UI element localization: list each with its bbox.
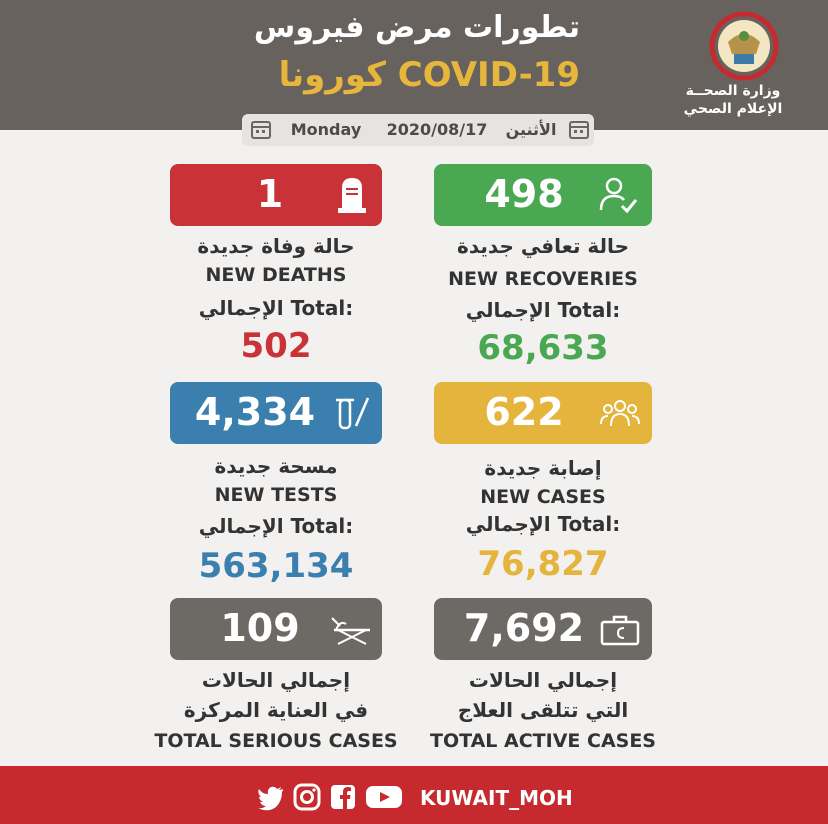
deaths-total-label: الإجمالي Total: (198, 296, 354, 320)
ministry-line2: الإعلام الصحي (683, 101, 783, 117)
medical-bag-icon (600, 615, 640, 646)
new-deaths-value: 1 (256, 172, 284, 216)
test-swab-icon (336, 397, 370, 430)
date-band (242, 114, 594, 146)
ministry-name: وزارة الصحــة الإعلام الصحي (668, 82, 798, 118)
new-deaths-box: 1 (170, 164, 382, 226)
header-banner (0, 0, 828, 130)
footer-bar (0, 766, 828, 824)
new-cases-label-ar: إصابة جديدة (484, 456, 602, 480)
new-recoveries-value: 498 (484, 172, 564, 216)
deaths-total-value: 502 (240, 326, 312, 366)
new-tests-label-en: NEW TESTS (214, 484, 338, 506)
active-label-ar-1: إجمالي الحالات (468, 668, 618, 692)
serious-label-en: TOTAL SERIOUS CASES (154, 730, 398, 752)
new-recoveries-label-ar: حالة تعافي جديدة (457, 234, 629, 258)
cases-total-label: الإجمالي Total: (465, 512, 621, 536)
recoveries-total-value: 68,633 (477, 328, 609, 368)
new-recoveries-box: 498 (434, 164, 652, 226)
new-deaths-label-en: NEW DEATHS (205, 264, 347, 286)
tombstone-icon (338, 178, 366, 213)
people-group-icon (600, 400, 640, 427)
youtube-icon[interactable] (364, 782, 404, 812)
twitter-icon[interactable] (256, 782, 286, 812)
recovered-person-icon (599, 177, 638, 214)
new-cases-label-en: NEW CASES (480, 486, 606, 508)
cases-total-value: 76,827 (477, 544, 609, 584)
calendar-icon (569, 121, 589, 139)
ministry-line1: وزارة الصحــة (685, 83, 781, 99)
tests-total-label: الإجمالي Total: (198, 514, 354, 538)
recoveries-total-label: الإجمالي Total: (465, 298, 621, 322)
new-tests-label-ar: مسحة جديدة (214, 454, 338, 478)
social-handle[interactable]: KUWAIT_MOH (420, 786, 573, 810)
page-title: تطورات مرض فيروس (253, 10, 580, 45)
calendar-icon (251, 121, 271, 139)
active-cases-box: 7,692 (434, 598, 652, 660)
serious-label-ar-1: إجمالي الحالات (201, 668, 351, 692)
date-day-ar: الأثنين (505, 120, 557, 139)
ministry-logo-icon (709, 11, 779, 81)
new-cases-box: 622 (434, 382, 652, 444)
active-cases-value: 7,692 (463, 606, 585, 650)
new-deaths-label-ar: حالة وفاة جديدة (197, 234, 355, 258)
instagram-icon[interactable] (292, 782, 322, 812)
serious-label-ar-2: في العناية المركزة (183, 698, 369, 722)
hospital-bed-icon (331, 617, 370, 645)
new-recoveries-label-en: NEW RECOVERIES (448, 268, 638, 290)
facebook-icon[interactable] (328, 782, 358, 812)
new-tests-box: 4,334 (170, 382, 382, 444)
serious-cases-box: 109 (170, 598, 382, 660)
new-cases-value: 622 (484, 390, 564, 434)
active-label-en: TOTAL ACTIVE CASES (430, 730, 656, 752)
tests-total-value: 563,134 (198, 546, 354, 586)
active-label-ar-2: التي تتلقى العلاج (457, 698, 629, 722)
page-subtitle: كورونا COVID-19 (278, 55, 580, 95)
date-day-en: Monday (290, 120, 362, 139)
date-value: 2020/08/17 (386, 120, 488, 139)
new-tests-value: 4,334 (194, 390, 316, 434)
serious-cases-value: 109 (220, 606, 300, 650)
